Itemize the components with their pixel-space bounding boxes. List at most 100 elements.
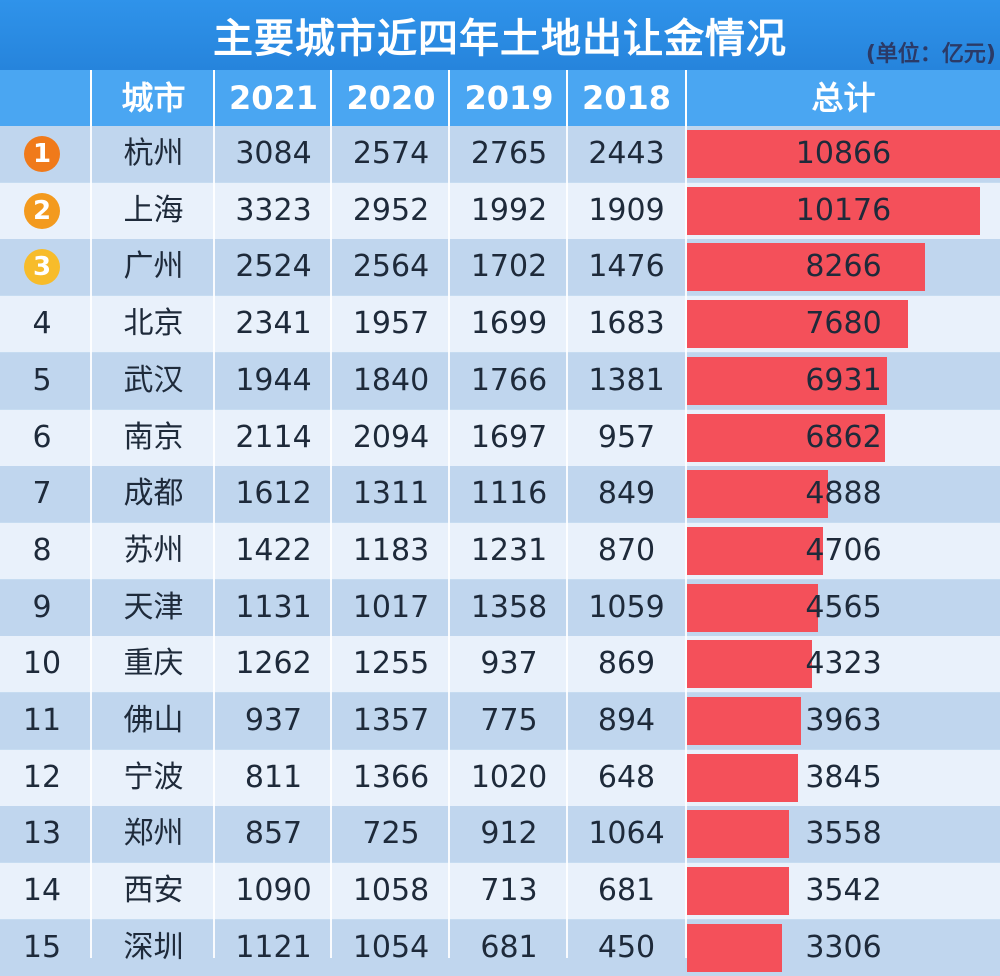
rank-number: 8: [32, 532, 52, 568]
value-2018-cell: 681: [597, 873, 656, 909]
city-cell: 宁波: [123, 759, 184, 795]
value-2019-cell: 1699: [470, 306, 548, 342]
city-cell: 南京: [123, 419, 184, 455]
total-bar: [687, 243, 925, 292]
header-2018: 2018: [581, 79, 672, 117]
value-2021-cell: 1131: [235, 589, 312, 625]
value-2018-cell: 1683: [588, 306, 665, 342]
column-divider: [685, 126, 687, 958]
total-value: 8266: [805, 249, 882, 285]
value-2018-cell: 869: [597, 646, 656, 682]
total-bar: [687, 583, 818, 632]
header-2021: 2021: [228, 79, 319, 117]
value-2020-cell: 2574: [352, 136, 430, 171]
table-row: 6 南京 2114 2094 1697 957 6862: [0, 409, 1000, 466]
rank-number: 7: [32, 476, 52, 512]
total-value: 3963: [805, 703, 882, 738]
title-bar: 主要城市近四年土地出让金情况 (单位：亿元): [0, 0, 1000, 70]
total-value: 10866: [795, 136, 892, 171]
value-2021-cell: 3323: [235, 192, 312, 228]
total-value: 4565: [805, 589, 882, 625]
header-2020: 2020: [346, 79, 436, 117]
table-row: 9 天津 1131 1017 1358 1059 4565: [0, 579, 1000, 636]
rank-number: 4: [32, 306, 52, 342]
table-row: 4 北京 2341 1957 1699 1683 7680: [0, 296, 1000, 353]
value-2021-cell: 2524: [235, 249, 312, 285]
rank-number: 11: [22, 703, 62, 738]
value-2019-cell: 937: [480, 646, 538, 682]
city-cell: 杭州: [123, 136, 184, 171]
value-2019-cell: 775: [480, 703, 538, 738]
rank-number: 14: [22, 873, 62, 909]
value-2019-cell: 681: [480, 929, 538, 965]
chart-title: 主要城市近四年土地出让金情况: [213, 16, 787, 62]
table-row: 13 郑州 857 725 912 1064 3558: [0, 806, 1000, 863]
value-2020-cell: 2952: [352, 192, 430, 228]
column-divider: [330, 126, 332, 958]
total-bar: [687, 526, 823, 575]
rank-number: 15: [22, 929, 62, 965]
value-2021-cell: 2341: [235, 306, 312, 342]
total-value: 3306: [805, 929, 882, 965]
column-divider: [90, 126, 92, 958]
header-divider: [330, 70, 332, 126]
rank-badge: 3: [24, 249, 60, 286]
city-cell: 上海: [123, 192, 184, 228]
value-2019-cell: 1358: [470, 589, 548, 625]
value-2018-cell: 1476: [588, 249, 665, 285]
value-2020-cell: 1054: [352, 929, 430, 965]
table-row: 11 佛山 937 1357 775 894 3963: [0, 693, 1000, 749]
value-2021-cell: 1090: [235, 873, 312, 909]
total-bar: [687, 640, 812, 689]
city-cell: 广州: [123, 249, 184, 285]
header-divider: [685, 70, 687, 126]
value-2020-cell: 2564: [352, 249, 430, 285]
header-2019: 2019: [464, 79, 554, 117]
total-bar: [687, 697, 801, 745]
city-cell: 天津: [123, 589, 184, 625]
value-2018-cell: 1381: [588, 362, 665, 398]
total-bar: [687, 413, 885, 462]
value-2019-cell: 1116: [470, 476, 548, 512]
value-2018-cell: 849: [597, 476, 656, 512]
city-cell: 重庆: [123, 646, 184, 682]
value-2018-cell: 1064: [588, 816, 665, 852]
rank-badge: 2: [24, 192, 60, 229]
value-2019-cell: 2765: [470, 136, 548, 171]
table-row: 8 苏州 1422 1183 1231 870 4706: [0, 522, 1000, 579]
value-2020-cell: 725: [362, 816, 420, 852]
total-bar: [687, 186, 980, 235]
column-divider: [448, 126, 450, 958]
header-divider: [448, 70, 450, 126]
header-total: 总计: [811, 79, 876, 117]
total-bar: [687, 356, 887, 405]
total-value: 6862: [805, 419, 882, 455]
value-2020-cell: 1255: [352, 646, 430, 682]
value-2018-cell: 2443: [588, 136, 665, 171]
value-2018-cell: 894: [597, 703, 656, 738]
value-2021-cell: 1944: [235, 362, 312, 398]
value-2020-cell: 1366: [352, 759, 430, 795]
value-2021-cell: 3084: [235, 136, 312, 171]
total-value: 7680: [805, 306, 882, 342]
total-bar: [687, 867, 789, 916]
value-2018-cell: 648: [597, 759, 656, 795]
value-2018-cell: 870: [597, 532, 656, 568]
value-2019-cell: 1231: [470, 532, 548, 568]
table-row: 15 深圳 1121 1054 681 450 3306: [0, 919, 1000, 976]
value-2020-cell: 1183: [352, 532, 430, 568]
table-row: 3 广州 2524 2564 1702 1476 8266: [0, 239, 1000, 296]
city-cell: 佛山: [123, 703, 184, 738]
table-header: 城市 2021 2020 2019 2018 总计: [0, 70, 1000, 126]
value-2018-cell: 450: [597, 929, 656, 965]
value-2019-cell: 1020: [470, 759, 548, 795]
total-bar: [687, 130, 1000, 178]
value-2021-cell: 1121: [235, 929, 312, 965]
rank-number: 5: [32, 362, 52, 398]
unit-label: (单位：亿元): [865, 42, 996, 67]
total-value: 3558: [805, 816, 882, 852]
city-cell: 西安: [123, 873, 184, 909]
value-2020-cell: 1017: [352, 589, 430, 625]
value-2021-cell: 1262: [235, 646, 312, 682]
total-bar: [687, 470, 828, 519]
